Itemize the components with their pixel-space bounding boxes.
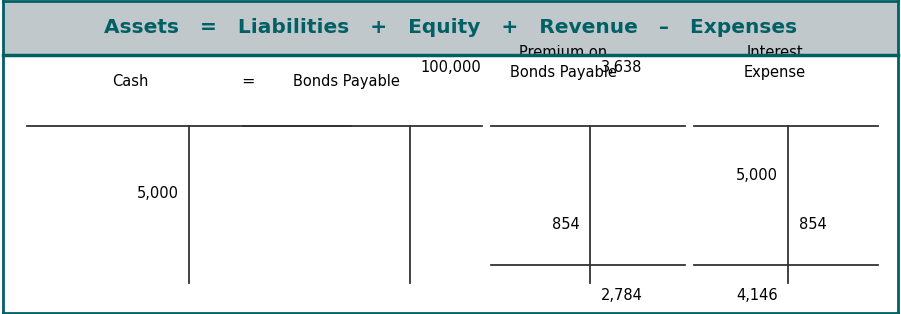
Text: 5,000: 5,000 (735, 168, 778, 183)
Text: 3,638: 3,638 (601, 60, 642, 75)
Text: Interest
Expense: Interest Expense (744, 46, 805, 80)
Text: Assets   =   Liabilities   +   Equity   +   Revenue   –   Expenses: Assets = Liabilities + Equity + Revenue … (104, 18, 797, 37)
Text: 5,000: 5,000 (136, 186, 178, 201)
Text: Bonds Payable: Bonds Payable (294, 74, 400, 89)
Text: 2,784: 2,784 (601, 288, 642, 303)
Text: Premium on
Bonds Payable: Premium on Bonds Payable (510, 46, 616, 80)
Text: 854: 854 (799, 217, 827, 232)
Text: 4,146: 4,146 (736, 288, 778, 303)
Text: =: = (241, 74, 254, 89)
Text: 854: 854 (551, 217, 579, 232)
Text: 100,000: 100,000 (421, 60, 481, 75)
Text: Cash: Cash (113, 74, 149, 89)
Bar (3, 1, 898, 56)
